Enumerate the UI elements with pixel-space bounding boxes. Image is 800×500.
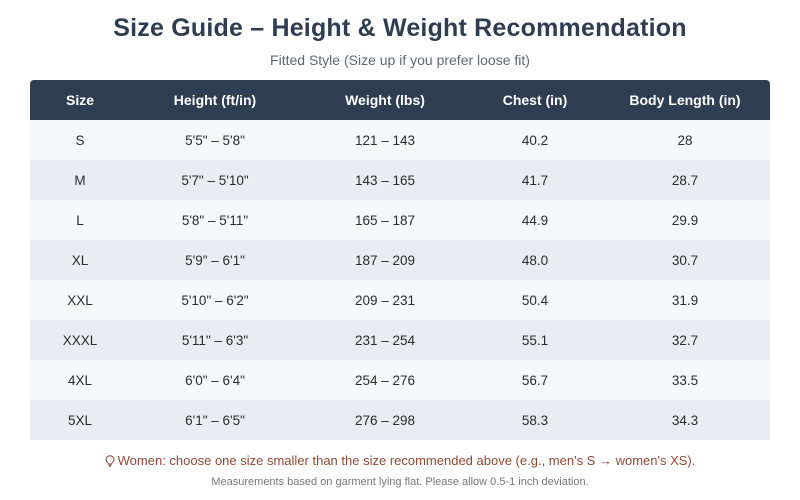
cell-height: 5'9" – 6'1"	[185, 252, 245, 268]
cell-size: XXXL	[62, 332, 98, 348]
cell-weight: 121 – 143	[354, 132, 416, 148]
cell-size: S	[75, 132, 85, 148]
size-table-container: Size Height (ft/in) Weight (lbs) Chest (…	[30, 80, 770, 440]
lightbulb-icon	[105, 455, 115, 467]
header-chest: Chest (in)	[502, 92, 568, 108]
cell-weight: 276 – 298	[354, 412, 416, 428]
cell-height: 5'8" – 5'11"	[181, 212, 249, 228]
cell-size: 4XL	[67, 372, 93, 388]
cell-weight: 231 – 254	[354, 332, 416, 348]
cell-chest: 58.3	[521, 412, 549, 428]
cell-body-length: 30.7	[671, 252, 699, 268]
cell-body-length: 29.9	[671, 212, 699, 228]
cell-chest: 56.7	[521, 372, 549, 388]
page-subtitle: Fitted Style (Size up if you prefer loos…	[270, 52, 530, 68]
cell-chest: 48.0	[521, 252, 549, 268]
table-row: L 5'8" – 5'11" 165 – 187 44.9 29.9	[30, 200, 770, 240]
women-size-note: Women: choose one size smaller than the …	[0, 453, 800, 468]
cell-chest: 44.9	[521, 212, 549, 228]
cell-chest: 55.1	[521, 332, 549, 348]
cell-size: XXL	[67, 292, 93, 308]
women-size-note-text: Women: choose one size smaller than the …	[117, 453, 696, 468]
table-header-row: Size Height (ft/in) Weight (lbs) Chest (…	[30, 80, 770, 120]
header-weight: Weight (lbs)	[345, 92, 425, 108]
table-body: S 5'5" – 5'8" 121 – 143 40.2 28 M 5'7" –…	[30, 120, 770, 440]
cell-height: 5'7" – 5'10"	[181, 172, 249, 188]
table-header: Size Height (ft/in) Weight (lbs) Chest (…	[30, 80, 770, 120]
cell-body-length: 28	[677, 132, 693, 148]
cell-size: XL	[71, 252, 89, 268]
cell-body-length: 34.3	[671, 412, 699, 428]
cell-weight: 209 – 231	[354, 292, 416, 308]
cell-body-length: 28.7	[671, 172, 699, 188]
cell-size: 5XL	[67, 412, 93, 428]
cell-weight: 187 – 209	[354, 252, 416, 268]
cell-height: 5'10" – 6'2"	[181, 292, 249, 308]
table-row: XXXL 5'11" – 6'3" 231 – 254 55.1 32.7	[30, 320, 770, 360]
header-height: Height (ft/in)	[173, 92, 257, 108]
cell-body-length: 32.7	[671, 332, 699, 348]
header-body-length: Body Length (in)	[629, 92, 741, 108]
measurement-footnote: Measurements based on garment lying flat…	[211, 476, 589, 488]
table-row: 4XL 6'0" – 6'4" 254 – 276 56.7 33.5	[30, 360, 770, 400]
table-row: XL 5'9" – 6'1" 187 – 209 48.0 30.7	[30, 240, 770, 280]
cell-body-length: 33.5	[671, 372, 699, 388]
cell-size: M	[74, 172, 86, 188]
cell-height: 6'1" – 6'5"	[185, 412, 245, 428]
cell-height: 6'0" – 6'4"	[185, 372, 245, 388]
cell-height: 5'5" – 5'8"	[185, 132, 245, 148]
size-table: Size Height (ft/in) Weight (lbs) Chest (…	[30, 80, 770, 440]
cell-body-length: 31.9	[671, 292, 699, 308]
cell-weight: 143 – 165	[354, 172, 416, 188]
table-row: M 5'7" – 5'10" 143 – 165 41.7 28.7	[30, 160, 770, 200]
cell-weight: 254 – 276	[354, 372, 416, 388]
cell-chest: 50.4	[521, 292, 549, 308]
cell-weight: 165 – 187	[354, 212, 416, 228]
table-row: S 5'5" – 5'8" 121 – 143 40.2 28	[30, 120, 770, 160]
page-title: Size Guide – Height & Weight Recommendat…	[113, 14, 687, 42]
cell-size: L	[76, 212, 84, 228]
cell-height: 5'11" – 6'3"	[181, 332, 249, 348]
table-row: XXL 5'10" – 6'2" 209 – 231 50.4 31.9	[30, 280, 770, 320]
cell-chest: 40.2	[521, 132, 549, 148]
header-size: Size	[65, 92, 94, 108]
table-row: 5XL 6'1" – 6'5" 276 – 298 58.3 34.3	[30, 400, 770, 440]
cell-chest: 41.7	[521, 172, 549, 188]
